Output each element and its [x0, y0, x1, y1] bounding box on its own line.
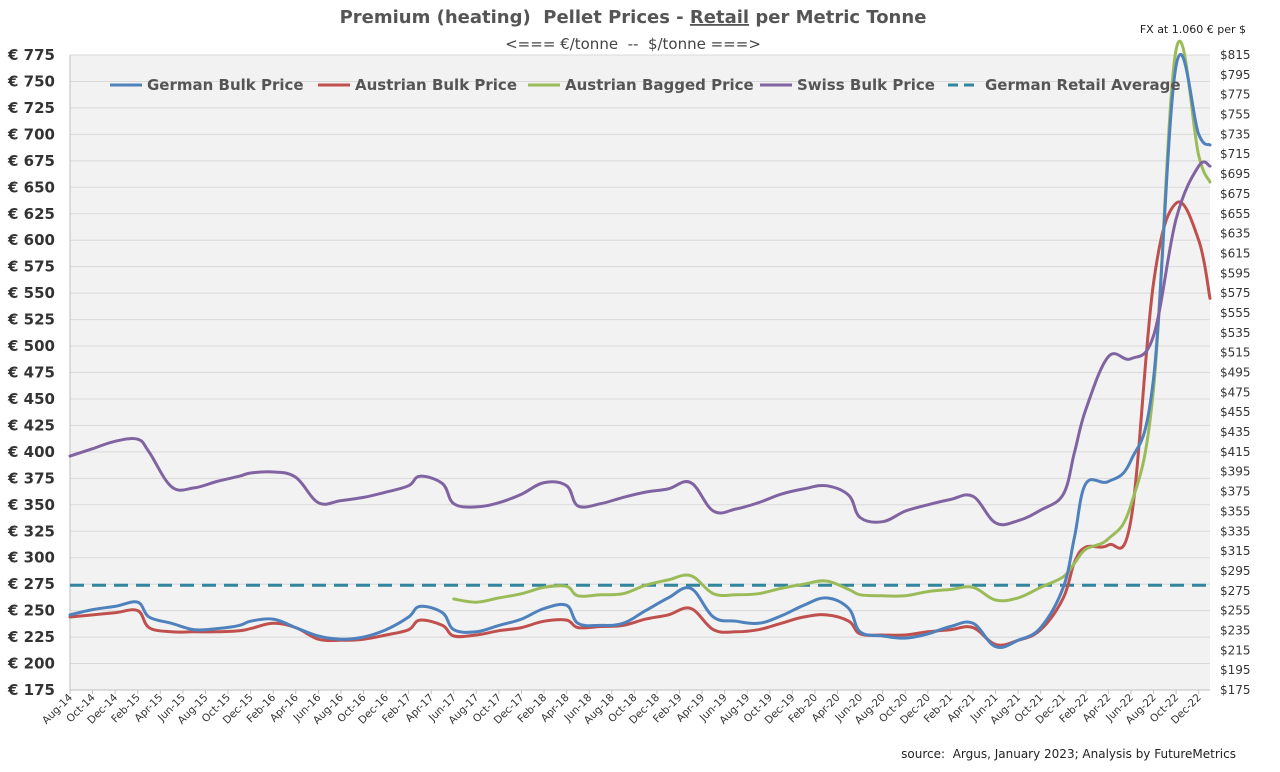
y-tick-label-left: € 700	[7, 125, 55, 143]
y-tick-label-right: $675	[1220, 187, 1251, 201]
y-tick-label-left: € 675	[7, 152, 55, 170]
y-tick-label-right: $555	[1220, 306, 1251, 320]
legend-label-german-bulk-price: German Bulk Price	[147, 76, 304, 94]
y-tick-label-right: $635	[1220, 227, 1251, 241]
y-tick-label-right: $215	[1220, 643, 1251, 657]
y-tick-label-left: € 250	[7, 602, 55, 620]
y-tick-label-right: $235	[1220, 623, 1251, 637]
y-tick-label-right: $355	[1220, 504, 1251, 518]
y-tick-label-right: $415	[1220, 445, 1251, 459]
y-tick-label-right: $335	[1220, 524, 1251, 538]
series-line-german-bulk-price	[68, 53, 1212, 649]
y-tick-label-right: $755	[1220, 108, 1251, 122]
y-tick-label-left: € 625	[7, 205, 55, 223]
y-tick-label-left: € 300	[7, 549, 55, 567]
y-axis-left: € 775 € 750 € 725 € 700 € 675 € 650 € 625 € 600…	[7, 46, 55, 699]
y-tick-label-left: € 425	[7, 416, 55, 434]
y-tick-label-left: € 600	[7, 231, 55, 249]
y-tick-label-left: € 275	[7, 575, 55, 593]
y-tick-label-left: € 175	[7, 681, 55, 699]
y-tick-label-right: $175	[1220, 683, 1251, 697]
y-tick-label-right: $815	[1220, 48, 1251, 62]
y-tick-label-right: $435	[1220, 425, 1251, 439]
y-tick-label-left: € 775	[7, 46, 55, 64]
y-tick-label-right: $795	[1220, 68, 1251, 82]
chart-subtitle: <=== €/tonne -- $/tonne ===>	[505, 35, 761, 53]
legend-label-austrian-bulk-price: Austrian Bulk Price	[355, 76, 517, 94]
y-tick-label-right: $515	[1220, 346, 1251, 360]
y-tick-label-left: € 725	[7, 99, 55, 117]
chart-title-pre: Premium (heating) Pellet Prices -	[340, 7, 690, 28]
legend: German Bulk Price Austrian Bulk Price Aust…	[110, 76, 1181, 94]
y-tick-label-left: € 400	[7, 443, 55, 461]
y-tick-label-left: € 750	[7, 72, 55, 90]
y-tick-label-right: $595	[1220, 266, 1251, 280]
y-tick-label-right: $375	[1220, 485, 1251, 499]
y-tick-label-left: € 500	[7, 337, 55, 355]
y-tick-label-left: € 325	[7, 522, 55, 540]
fx-note: FX at 1.060 € per $	[1140, 23, 1246, 36]
series-line-austrian-bagged-price	[452, 39, 1212, 604]
y-tick-label-right: $695	[1220, 167, 1251, 181]
y-axis-right: $815 $795 $775 $755 $735 $715 $695 $675 $655 $635…	[1220, 48, 1251, 697]
y-tick-label-right: $715	[1220, 147, 1251, 161]
y-tick-label-right: $575	[1220, 286, 1251, 300]
y-tick-label-right: $255	[1220, 604, 1251, 618]
y-tick-label-left: € 475	[7, 364, 55, 382]
chart-title: Premium (heating) Pellet Prices - Retail…	[340, 7, 927, 28]
y-tick-label-left: € 450	[7, 390, 55, 408]
legend-label-german-retail-average: German Retail Average	[985, 76, 1181, 94]
y-tick-label-right: $735	[1220, 127, 1251, 141]
chart-title-underlined: Retail	[690, 7, 749, 28]
y-tick-label-right: $495	[1220, 366, 1251, 380]
source-note: source: Argus, January 2023; Analysis by…	[901, 747, 1236, 761]
series-layer	[68, 39, 1212, 649]
y-tick-label-left: € 200	[7, 655, 55, 673]
legend-label-swiss-bulk-price: Swiss Bulk Price	[797, 76, 935, 94]
y-tick-label-right: $295	[1220, 564, 1251, 578]
y-tick-label-left: € 225	[7, 628, 55, 646]
y-tick-label-right: $455	[1220, 405, 1251, 419]
legend-label-austrian-bagged-price: Austrian Bagged Price	[565, 76, 754, 94]
y-tick-label-right: $535	[1220, 326, 1251, 340]
chart-title-post: per Metric Tonne	[749, 7, 926, 28]
y-tick-label-left: € 575	[7, 258, 55, 276]
y-tick-label-right: $655	[1220, 207, 1251, 221]
y-tick-label-right: $615	[1220, 246, 1251, 260]
y-tick-label-left: € 525	[7, 311, 55, 329]
y-tick-label-right: $195	[1220, 663, 1251, 677]
y-tick-label-left: € 350	[7, 496, 55, 514]
series-line-austrian-bulk-price	[68, 200, 1212, 647]
gridlines	[69, 54, 1210, 691]
y-tick-label-right: $475	[1220, 385, 1251, 399]
y-tick-label-right: $315	[1220, 544, 1251, 558]
y-tick-label-right: $395	[1220, 465, 1251, 479]
series-line-swiss-bulk-price	[68, 160, 1212, 527]
y-tick-label-right: $775	[1220, 88, 1251, 102]
y-tick-label-left: € 550	[7, 284, 55, 302]
y-tick-label-right: $275	[1220, 584, 1251, 598]
y-tick-label-left: € 375	[7, 469, 55, 487]
y-tick-label-left: € 650	[7, 178, 55, 196]
